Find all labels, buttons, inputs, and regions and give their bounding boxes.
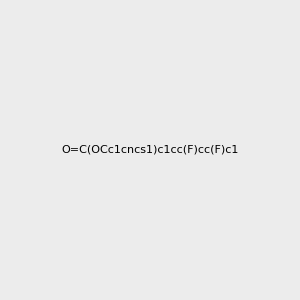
Text: O=C(OCc1cncs1)c1cc(F)cc(F)c1: O=C(OCc1cncs1)c1cc(F)cc(F)c1 [61, 145, 239, 155]
